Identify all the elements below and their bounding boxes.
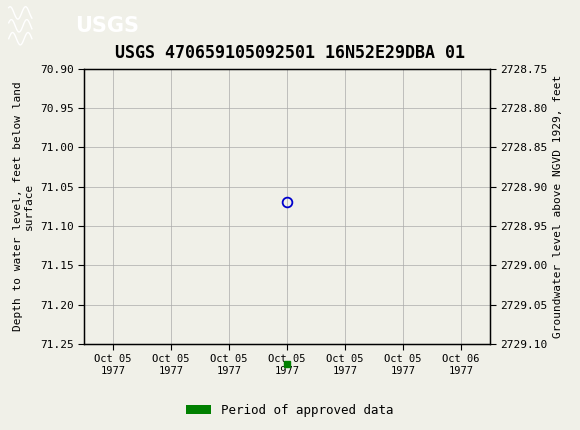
Y-axis label: Depth to water level, feet below land
surface: Depth to water level, feet below land su… <box>13 82 34 331</box>
Y-axis label: Groundwater level above NGVD 1929, feet: Groundwater level above NGVD 1929, feet <box>553 75 563 338</box>
Text: USGS: USGS <box>75 16 139 36</box>
Legend: Period of approved data: Period of approved data <box>181 399 399 421</box>
Text: USGS 470659105092501 16N52E29DBA 01: USGS 470659105092501 16N52E29DBA 01 <box>115 44 465 62</box>
